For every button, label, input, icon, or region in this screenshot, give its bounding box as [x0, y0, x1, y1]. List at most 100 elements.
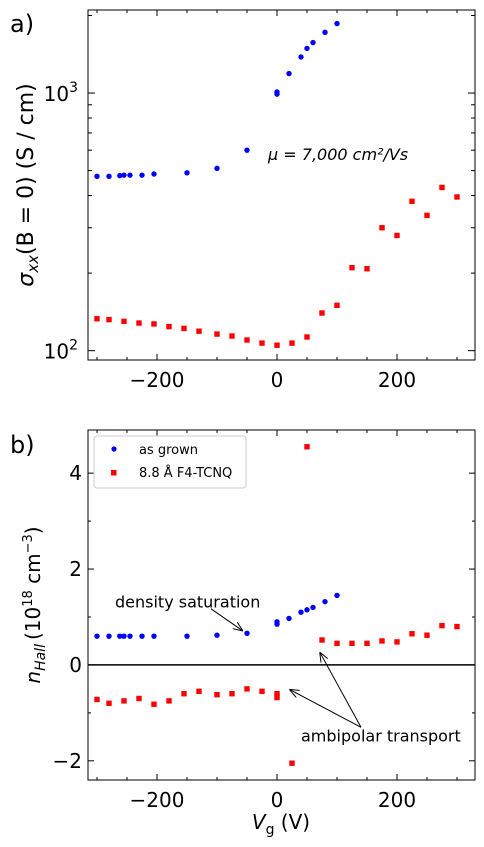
panel-b-point-red — [274, 690, 280, 697]
panel-a-point-red — [364, 266, 370, 272]
panel-b-point-blue — [286, 615, 292, 622]
x-label-rest: (V) — [274, 810, 310, 834]
panel-b-y-label: nHall (1018 cm−3) — [21, 526, 49, 683]
panel-b-point-red — [454, 623, 460, 630]
panel-a-point-red — [229, 333, 235, 339]
panel-b-point-blue — [304, 607, 310, 613]
panel-a-point-red — [304, 334, 310, 340]
y-label-close: ) — [21, 526, 45, 534]
panel-a-point-red — [439, 184, 445, 191]
legend-marker-as-grown — [111, 446, 117, 452]
panel-a-x-tick-label: 200 — [378, 368, 416, 392]
y-label-exp1: 18 — [21, 590, 36, 607]
panel-b-x-tick-label: −200 — [130, 788, 185, 812]
panel-b-point-blue — [94, 633, 100, 639]
panel-a-point-red — [214, 331, 220, 337]
panel-a-point-red — [181, 325, 187, 332]
panel-b-x-tick-label: 200 — [378, 788, 416, 812]
panel-b-point-red — [439, 622, 445, 629]
panel-a-point-red — [196, 328, 202, 334]
n-subscript: Hall — [33, 644, 49, 671]
panel-a-point-red — [244, 337, 250, 343]
tick-base: 10 — [44, 340, 69, 364]
panel-b-y-ticks: −2 0 2 4 — [53, 461, 475, 773]
panel-a-points — [94, 20, 460, 348]
ambipolar-transport-label: ambipolar transport — [301, 727, 461, 746]
panel-b-point-blue — [121, 633, 127, 639]
ambipolar-transport-arrow — [320, 653, 362, 728]
panel-a-point-blue — [106, 173, 112, 180]
panel-b-point-blue — [310, 604, 316, 611]
panel-a-point-red — [379, 225, 385, 231]
tick-exponent: 2 — [69, 338, 78, 354]
panel-a-point-blue — [298, 54, 304, 60]
panel-a-point-red — [334, 302, 340, 308]
panel-b-point-red — [214, 691, 220, 698]
panel-a-point-blue — [244, 147, 250, 153]
panel-b-point-red — [319, 637, 325, 643]
panel-a-point-red — [259, 340, 265, 346]
panel-a-y-label: σxx(B = 0) (S / cm) — [14, 83, 42, 286]
legend: as grown 8.8 Å F4-TCNQ — [93, 435, 247, 489]
legend-label-f4tcnq: 8.8 Å F4-TCNQ — [139, 465, 232, 481]
sigma-subscript: xx — [24, 255, 42, 274]
panel-a-y-tick-label: 103 — [44, 80, 78, 106]
n-symbol: n — [21, 671, 45, 684]
legend-marker-f4tcnq — [111, 470, 117, 476]
panel-a-point-blue — [94, 173, 100, 180]
panel-a-point-blue — [117, 172, 123, 179]
panel-b-point-red — [274, 694, 280, 701]
panel-b-point-red — [229, 690, 235, 697]
panel-a-frame — [87, 9, 476, 361]
panel-b-point-red — [304, 444, 310, 450]
legend-label-as-grown: as grown — [139, 443, 198, 458]
panel-a-point-blue — [304, 45, 310, 52]
panel-b-y-tick-label: 2 — [69, 557, 82, 581]
panel-b-point-blue — [127, 633, 133, 639]
panel-a-x-tick-label: 0 — [271, 368, 284, 392]
panel-a-x-ticks: −200 0 200 — [96, 10, 458, 392]
panel-a-point-blue — [214, 165, 220, 172]
legend-box — [93, 435, 247, 489]
mobility-annotation: μ = 7,000 cm²/Vs — [267, 145, 408, 164]
panel-b-point-blue — [139, 633, 145, 639]
panel-a-point-blue — [151, 171, 157, 177]
panel-a-point-blue — [184, 170, 190, 176]
ambipolar-transport-arrow — [290, 690, 362, 728]
panel-a-label: a) — [10, 10, 34, 38]
panel-b-y-tick-label: −2 — [53, 749, 82, 773]
y-label-exp2: −3 — [21, 534, 36, 553]
panel-b-point-red — [289, 760, 295, 766]
panel-b-point-red — [394, 639, 400, 645]
sigma-symbol: σ — [14, 272, 39, 287]
panel-a-point-red — [136, 320, 142, 326]
panel-b-point-blue — [274, 619, 280, 625]
panel-b-point-red — [151, 701, 157, 707]
y-label-unit: cm — [21, 553, 45, 590]
panel-b-point-red — [244, 686, 250, 692]
tick-exponent: 3 — [69, 80, 78, 96]
panel-a-point-red — [121, 318, 127, 325]
panel-b-point-red — [349, 640, 355, 647]
panel-b-point-blue — [214, 632, 220, 638]
density-saturation-label: density saturation — [115, 592, 260, 611]
vg-symbol: V — [252, 810, 267, 834]
panel-a-point-red — [274, 342, 280, 348]
panel-a-point-red — [424, 212, 430, 219]
panel-a-point-blue — [310, 39, 316, 46]
panel-b-y-tick-label: 0 — [69, 653, 82, 677]
panel-b-point-red — [334, 640, 340, 647]
panel-a-point-red — [94, 316, 100, 322]
panel-b-label: b) — [10, 431, 35, 459]
panel-b-point-red — [136, 695, 142, 702]
panel-b-point-red — [379, 638, 385, 644]
panel-b: b) −200 0 200 −2 0 2 4 density saturation ambi… — [10, 429, 476, 838]
panel-a-point-blue — [334, 20, 340, 27]
panel-b-point-red — [94, 696, 100, 703]
panel-b-x-tick-label: 0 — [271, 788, 284, 812]
panel-a-point-red — [409, 198, 415, 204]
panel-b-point-blue — [106, 633, 112, 639]
panel-a-point-red — [166, 323, 172, 330]
panel-b-point-red — [409, 631, 415, 637]
